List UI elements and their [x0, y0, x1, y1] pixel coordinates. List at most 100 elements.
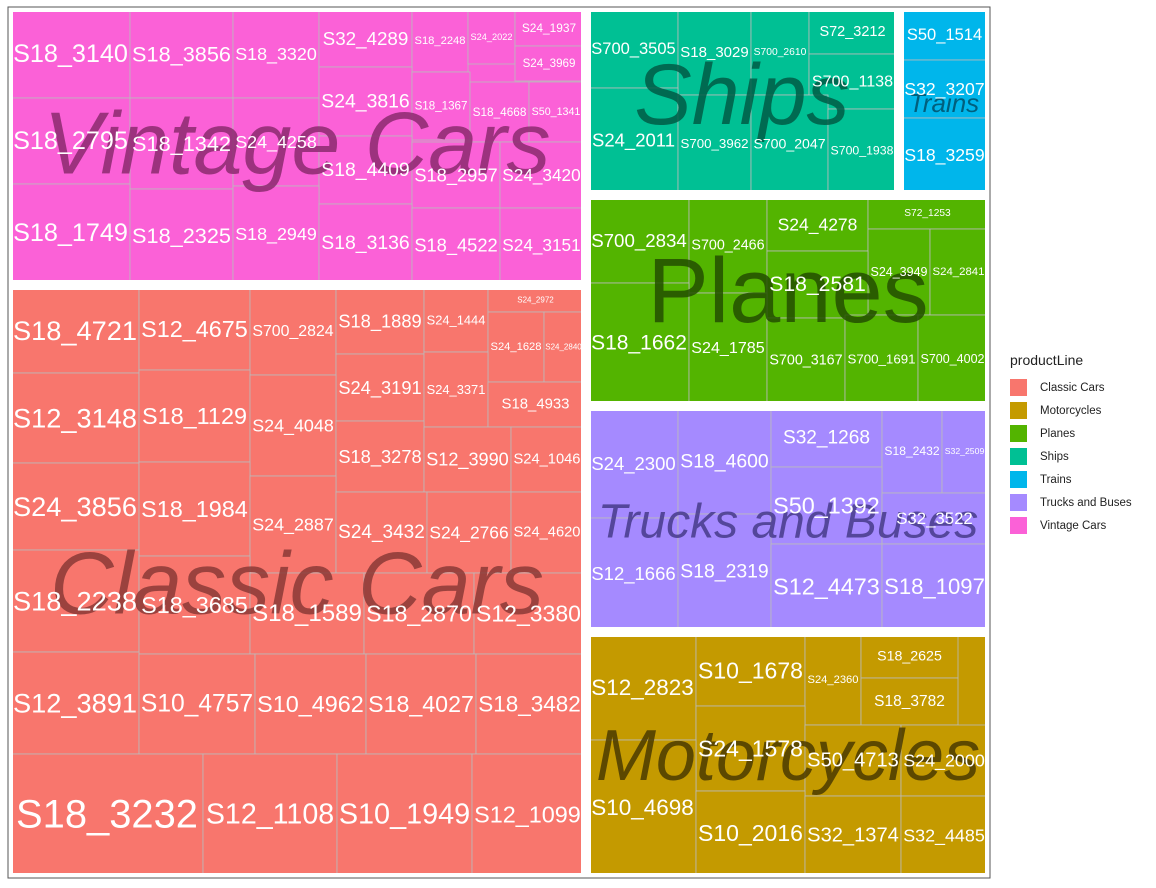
tile-label-s24-2000: S24_2000	[903, 751, 985, 772]
tile-label-s12-4473: S12_4473	[773, 574, 880, 600]
tile-s12-2823	[588, 634, 697, 741]
group-label-trucks-and-buses: Trucks and Buses	[598, 496, 979, 549]
tile-s24-4278	[766, 197, 869, 252]
tile-label-s18-1367: S18_1367	[415, 100, 468, 113]
group-ships	[588, 9, 897, 193]
tile-s12-3148	[10, 372, 140, 464]
group-border-planes	[587, 196, 989, 405]
tile-s24-3151	[499, 207, 584, 283]
legend-key-motorcycles	[1010, 402, 1027, 419]
tile-s12-1108	[202, 753, 338, 876]
tile-label-s18-4409: S18_4409	[321, 159, 409, 181]
tile-label-s24-2840: S24_2840	[545, 343, 582, 352]
tile-s24-1628	[487, 311, 545, 383]
tile-label-s18-4522: S18_4522	[414, 235, 497, 257]
legend-label: Planes	[1040, 427, 1076, 440]
tile-label-s18-2325: S18_2325	[132, 223, 231, 248]
tile-label-s18-2795: S18_2795	[13, 127, 128, 155]
legend-item-classic-cars: Classic Cars	[1010, 376, 1150, 399]
tile-label-s18-2581: S18_2581	[769, 273, 866, 296]
legend-key-ships	[1010, 448, 1027, 465]
tile-label-s24-1578: S24_1578	[698, 736, 803, 762]
legend-label: Ships	[1040, 450, 1069, 463]
tile-s18-2238	[10, 549, 140, 653]
tile-label-s10-2016: S10_2016	[698, 820, 803, 846]
tile-label-s50-1341: S50_1341	[532, 106, 581, 118]
tile-s18-2432	[881, 408, 943, 494]
tile-label-s18-4933: S18_4933	[502, 397, 570, 413]
group-label-planes: Planes	[647, 240, 928, 342]
tile-label-s32-3522: S32_3522	[896, 509, 973, 528]
tile-s18-1589	[249, 572, 365, 655]
tile-label-s24-1444: S24_1444	[427, 313, 486, 328]
tile-label-s18-4721: S18_4721	[13, 315, 137, 346]
tile-label-s24-2022: S24_2022	[471, 32, 513, 42]
tile-label-s50-4713: S50_4713	[807, 750, 899, 772]
group-planes	[588, 197, 988, 404]
tile-label-s72-3212: S72_3212	[819, 24, 885, 40]
tile-label-s12-1108: S12_1108	[206, 799, 334, 831]
tile-label-s18-1129: S18_1129	[142, 403, 247, 429]
tile-label-s32-1268: S32_1268	[783, 428, 870, 449]
tile-label-s18-1749: S18_1749	[13, 219, 128, 247]
tile-label-s12-3380: S12_3380	[476, 601, 581, 627]
tile-label-s18-1662: S18_1662	[591, 332, 687, 355]
tile-s18-2795	[10, 97, 131, 185]
tile-label-s18-3029: S18_3029	[680, 44, 748, 61]
tile-label-s18-2238: S18_2238	[13, 586, 137, 617]
tile-label-s700-1138: S700_1138	[812, 73, 893, 91]
legend-title: productLine	[1010, 352, 1084, 368]
tile-label-s18-3782: S18_3782	[874, 693, 945, 710]
tile-s18-2870	[363, 572, 475, 655]
group-label-classic-cars: Classic Cars	[50, 534, 544, 633]
tile-label-s24-3191: S24_3191	[338, 377, 421, 399]
tile-label-s18-1984: S18_1984	[141, 496, 248, 522]
group-border-classic-cars	[9, 286, 585, 877]
legend-key-classic-cars	[1010, 379, 1027, 396]
tile-s32-3522	[881, 492, 988, 545]
tile-label-s700-3962: S700_3962	[680, 136, 748, 151]
tile-label-s10-1949: S10_1949	[339, 799, 470, 831]
group-label-ships: Ships	[634, 47, 849, 143]
tile-label-s18-3856: S18_3856	[132, 42, 231, 67]
tile-label-s72-1253: S72_1253	[904, 208, 951, 219]
legend-label: Trucks and Buses	[1040, 496, 1132, 509]
tile-s50-4713	[804, 724, 902, 797]
tile-s24-1578	[695, 705, 806, 792]
tile-label-s24-2766: S24_2766	[429, 523, 508, 543]
legend-item-vintage-cars: Vintage Cars	[1010, 514, 1150, 537]
tile-s24-3191	[335, 353, 425, 422]
tile-s50-1341	[528, 81, 584, 143]
group-trucks-and-buses	[588, 408, 988, 630]
legend-key-vintage-cars	[1010, 517, 1027, 534]
tile-s12-3891	[10, 651, 140, 755]
tile-s24-2766	[426, 491, 512, 574]
tile-label-s24-3969: S24_3969	[523, 57, 576, 70]
tile-label-s24-3432: S24_3432	[338, 522, 425, 543]
tile-label-s18-2870: S18_2870	[366, 601, 472, 627]
tile-label-s18-1097: S18_1097	[884, 574, 985, 599]
tile-s24-1046	[510, 426, 584, 493]
tile-label-s700-2834: S700_2834	[591, 230, 687, 252]
tile-label-s12-3148: S12_3148	[13, 403, 137, 434]
tile-s700-2466	[688, 197, 768, 294]
tile-label-s10-4757: S10_4757	[141, 691, 253, 718]
tile-s18-3232	[10, 753, 204, 876]
tile-label-s24-4048: S24_4048	[252, 416, 334, 437]
tile-s18-4522	[411, 207, 501, 283]
tile-s24-2360	[804, 634, 862, 726]
tile-label-s18-4027: S18_4027	[368, 691, 474, 717]
legend-label: Trains	[1040, 473, 1072, 486]
tile-label-s24-1628: S24_1628	[490, 341, 541, 353]
group-classic-cars	[10, 287, 584, 876]
tile-label-s32-1374: S32_1374	[807, 825, 899, 847]
tile-label-s700-4002: S700_4002	[921, 352, 985, 366]
tile-s18-2949	[232, 185, 320, 283]
tile-label-s12-4675: S12_4675	[141, 316, 248, 342]
group-trains	[901, 9, 988, 193]
tile-label-s12-1099: S12_1099	[474, 802, 581, 828]
legend-item-motorcycles: Motorcycles	[1010, 399, 1150, 422]
tile-s12-4675	[138, 287, 251, 371]
tile-label-s18-3685: S18_3685	[141, 592, 248, 618]
tile-s18-1749	[10, 183, 131, 283]
